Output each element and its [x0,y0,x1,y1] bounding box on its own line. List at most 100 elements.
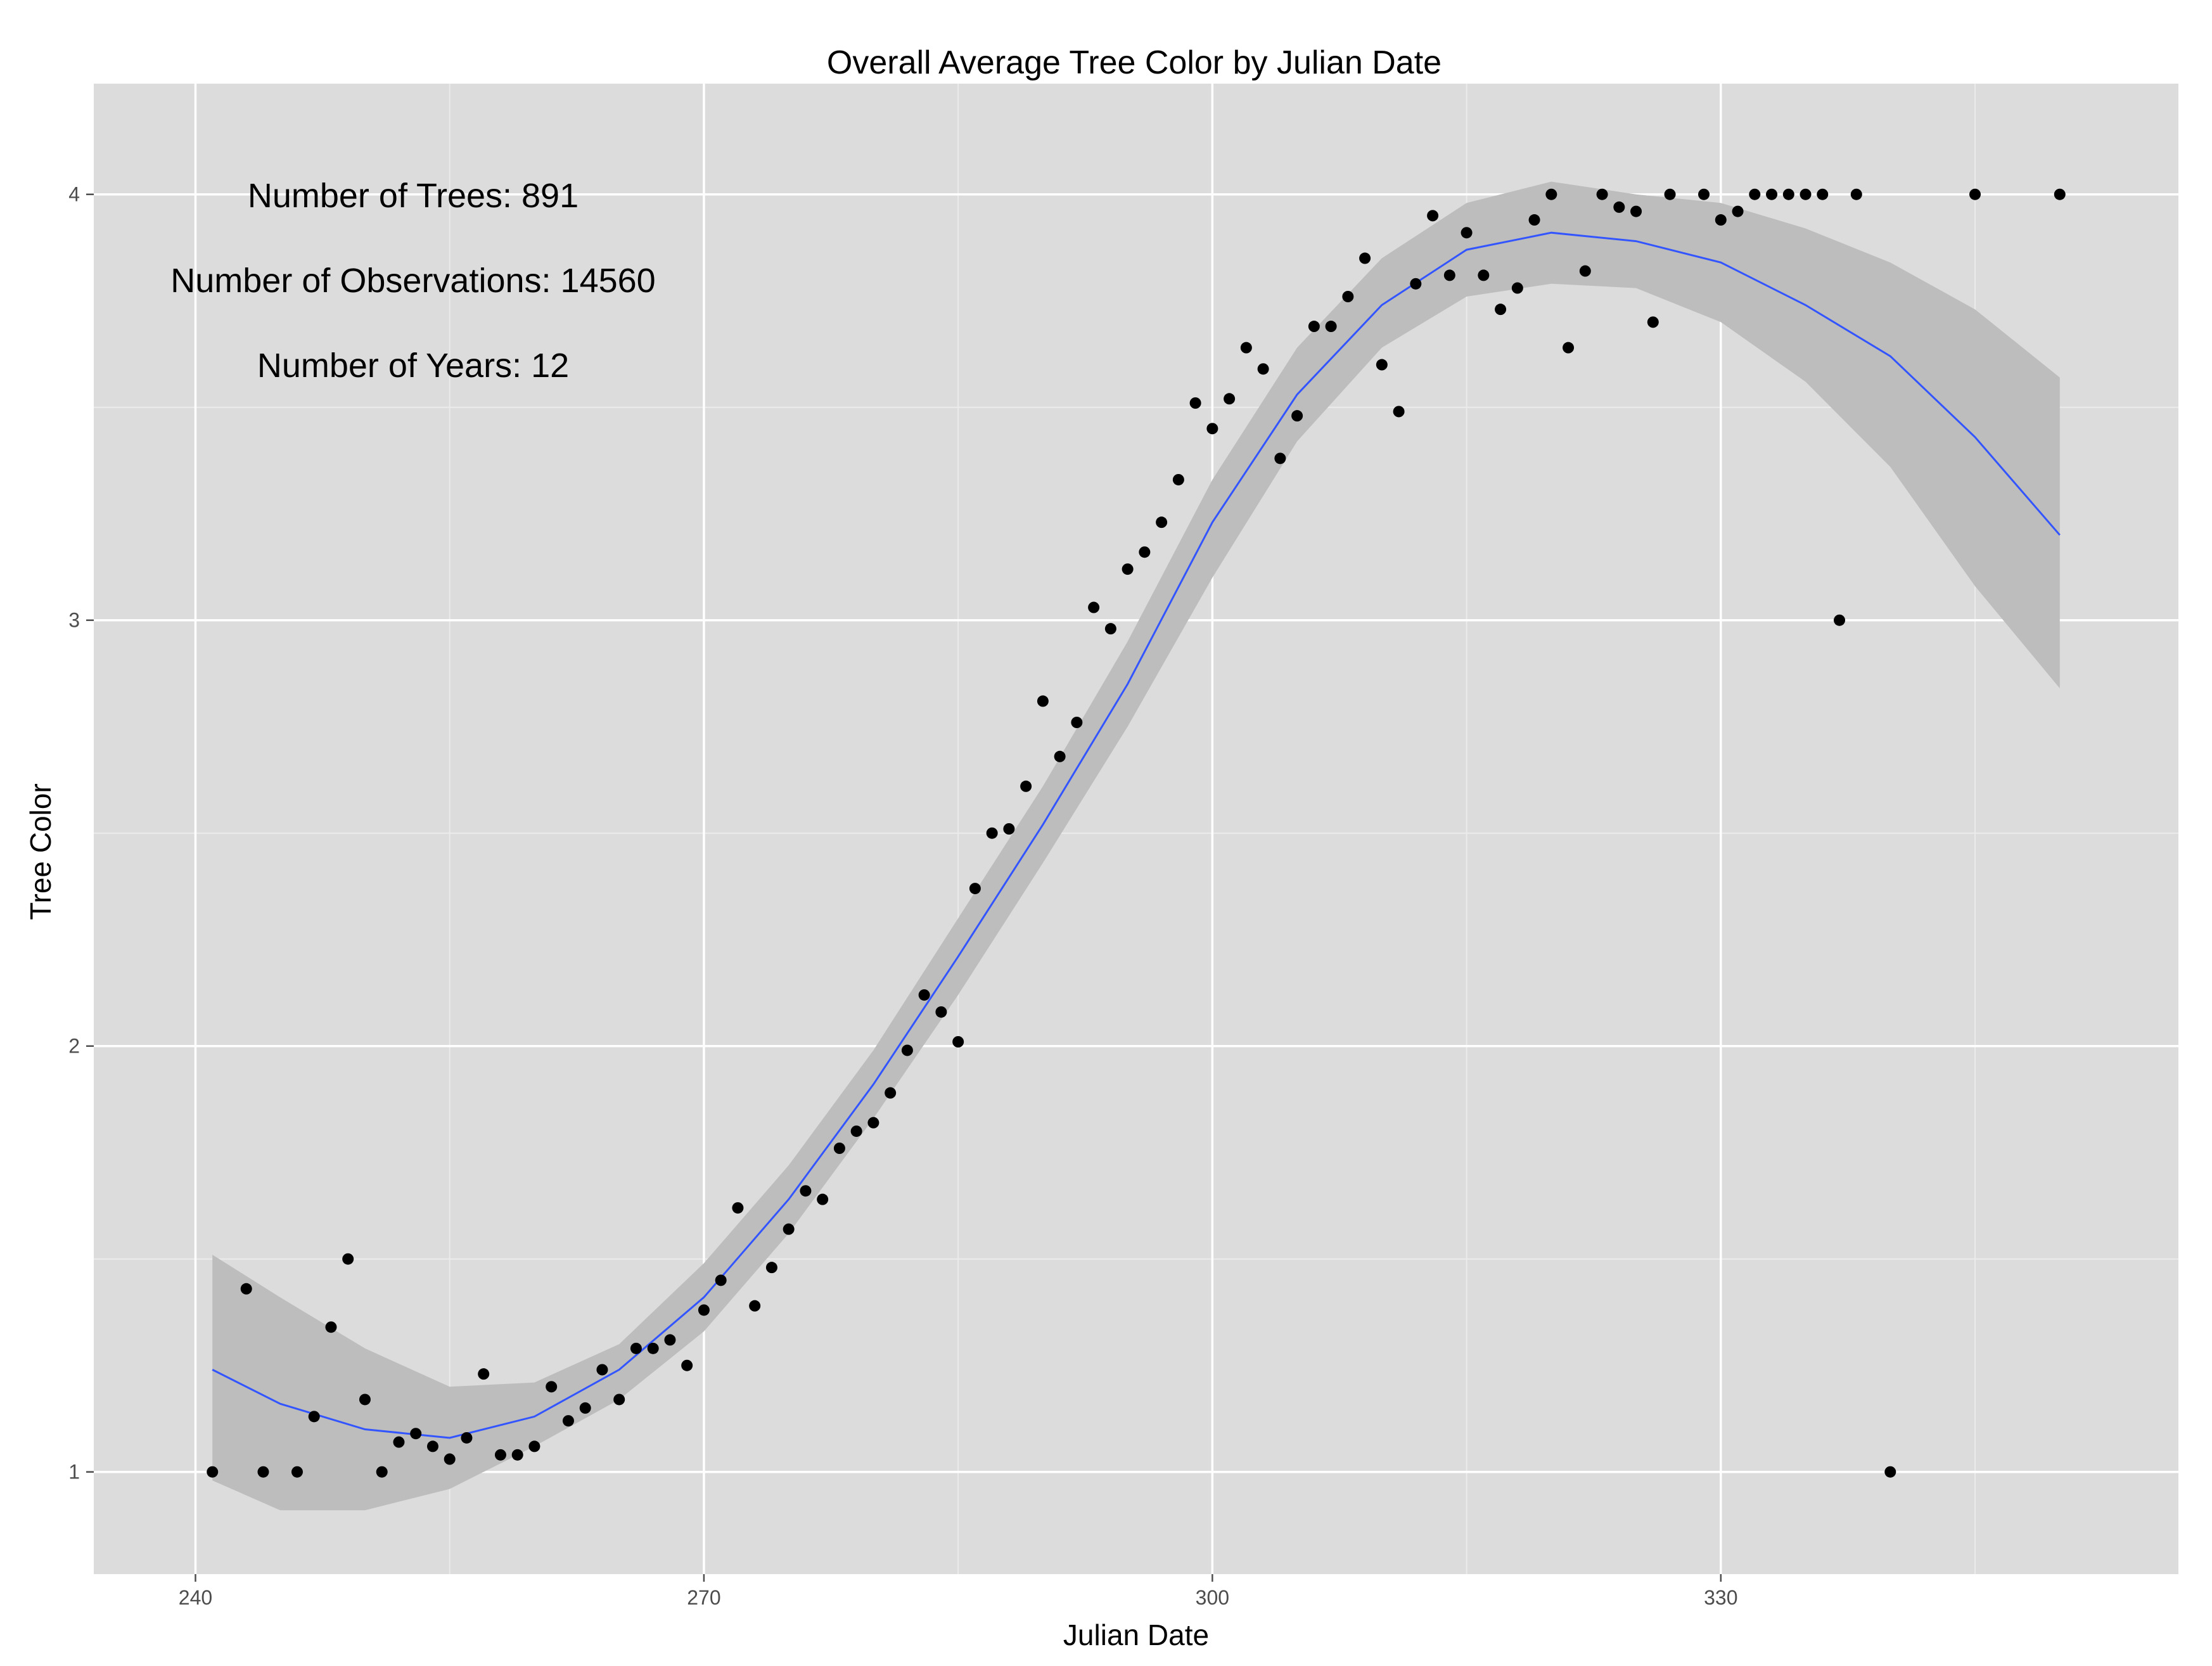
data-point [1782,188,1794,200]
data-point [1359,252,1371,264]
data-point [1410,278,1422,290]
data-point [647,1342,659,1354]
data-point [1308,321,1320,333]
data-point [1647,316,1659,328]
data-point [1257,363,1269,375]
data-point [1800,188,1812,200]
data-point [765,1262,777,1274]
data-point [1969,188,1981,200]
data-point [1495,304,1507,316]
data-point [1240,342,1252,354]
data-point [1834,614,1846,626]
data-point [715,1274,727,1286]
data-point [1850,188,1862,200]
data-point [1596,188,1608,200]
data-point [1461,227,1473,239]
data-point [342,1253,354,1265]
data-point [1104,623,1116,635]
data-point [1732,205,1744,217]
data-point [749,1300,761,1312]
data-point [1613,201,1625,213]
data-point [664,1334,676,1346]
data-point [1478,269,1490,281]
data-point [376,1466,388,1478]
annotations: Number of Trees: 891 Number of Observatio… [170,177,655,385]
data-point [1393,406,1405,418]
annotation-text: Number of Years: 12 [257,347,569,385]
x-tick-label: 240 [179,1586,212,1609]
y-axis-label: Tree Color [24,783,57,920]
data-point [783,1223,795,1235]
data-point [291,1466,303,1478]
data-point [444,1453,456,1465]
y-tick-label: 3 [68,609,80,632]
data-point [1088,601,1100,613]
y-tick-label: 1 [68,1461,80,1483]
data-point [2054,188,2066,200]
data-point [833,1143,845,1154]
data-point [1224,393,1236,405]
data-point [1003,823,1015,835]
data-point [952,1036,964,1048]
data-point [207,1466,219,1478]
x-tick-label: 300 [1196,1586,1229,1609]
x-tick-label: 270 [687,1586,720,1609]
data-point [1563,342,1575,354]
data-point [850,1125,862,1137]
data-point [1884,1466,1896,1478]
data-point [1427,210,1439,222]
data-point [817,1193,829,1205]
data-point [579,1402,591,1414]
data-point [681,1359,693,1371]
data-point [511,1449,523,1461]
y-tick-label: 2 [68,1035,80,1058]
data-point [1054,750,1066,762]
data-point [1071,717,1083,728]
data-point [257,1466,269,1478]
data-points [207,188,2066,1478]
data-point [1156,516,1168,529]
data-point [1037,695,1049,707]
data-point [1206,423,1218,435]
y-tick-label: 4 [68,183,80,206]
data-point [1766,188,1778,200]
axis-ticks: 240 270 300 330 1 2 3 4 [68,183,1737,1609]
x-axis-label: Julian Date [1063,1618,1209,1651]
data-point [1020,780,1032,792]
data-point [1189,397,1201,409]
data-point [1749,188,1761,200]
data-point [698,1304,710,1316]
data-point [325,1321,337,1333]
data-point [494,1449,506,1461]
data-point [528,1440,540,1452]
data-point [630,1342,642,1354]
data-point [1325,321,1337,333]
chart-title: Overall Average Tree Color by Julian Dat… [827,44,1442,81]
data-point [426,1440,438,1452]
data-point [410,1428,422,1440]
data-point [1342,291,1354,302]
data-point [918,989,930,1001]
data-point [1172,473,1184,485]
data-point [867,1117,879,1129]
data-point [359,1394,371,1406]
data-point [969,883,981,895]
data-point [1122,563,1134,575]
x-tick-label: 330 [1704,1586,1737,1609]
data-point [986,827,998,839]
annotation-text: Number of Trees: 891 [248,177,579,215]
data-point [1274,452,1286,465]
data-point [1443,269,1455,281]
data-point [1698,188,1710,200]
data-point [546,1381,558,1393]
data-point [1715,214,1727,226]
data-point [1291,410,1303,422]
data-point [1664,188,1676,200]
data-point [562,1415,574,1427]
confidence-ribbon [212,181,2060,1511]
smooth-line [212,231,2061,1439]
data-point [596,1364,608,1376]
data-point [885,1087,897,1099]
data-point [1630,205,1642,217]
